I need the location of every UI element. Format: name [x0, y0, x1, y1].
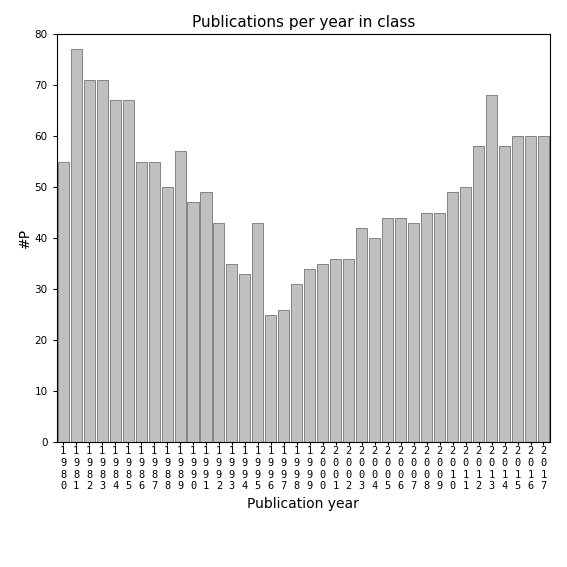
Bar — [201, 192, 211, 442]
Y-axis label: #P: #P — [18, 228, 32, 248]
Bar — [447, 192, 458, 442]
Bar — [304, 269, 315, 442]
X-axis label: Publication year: Publication year — [247, 497, 359, 511]
Bar — [318, 264, 328, 442]
Bar — [96, 80, 108, 442]
Bar — [395, 218, 406, 442]
Bar — [278, 310, 289, 442]
Bar — [331, 259, 341, 442]
Title: Publications per year in class: Publications per year in class — [192, 15, 415, 30]
Bar — [486, 95, 497, 442]
Bar — [149, 162, 159, 442]
Bar — [291, 284, 302, 442]
Bar — [84, 80, 95, 442]
Bar — [408, 223, 419, 442]
Bar — [213, 223, 225, 442]
Bar — [265, 315, 276, 442]
Bar — [538, 136, 549, 442]
Bar — [122, 100, 134, 442]
Bar — [343, 259, 354, 442]
Bar — [252, 223, 264, 442]
Bar — [71, 49, 82, 442]
Bar — [421, 213, 432, 442]
Bar — [188, 202, 198, 442]
Bar — [434, 213, 445, 442]
Bar — [136, 162, 147, 442]
Bar — [512, 136, 523, 442]
Bar — [369, 238, 380, 442]
Bar — [460, 187, 471, 442]
Bar — [58, 162, 69, 442]
Bar — [356, 228, 367, 442]
Bar — [226, 264, 238, 442]
Bar — [175, 151, 185, 442]
Bar — [162, 187, 172, 442]
Bar — [473, 146, 484, 442]
Bar — [525, 136, 536, 442]
Bar — [499, 146, 510, 442]
Bar — [382, 218, 393, 442]
Bar — [109, 100, 121, 442]
Bar — [239, 274, 251, 442]
